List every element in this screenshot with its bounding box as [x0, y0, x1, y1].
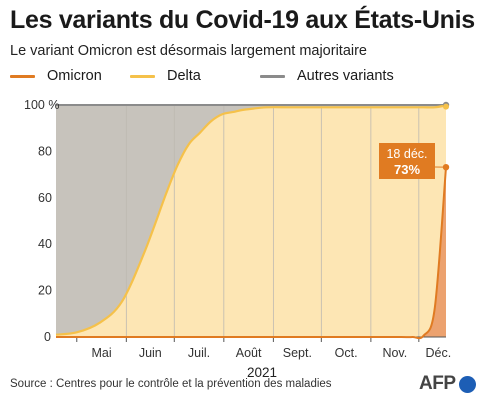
x-tick-label: Juil. [188, 346, 210, 360]
x-tick-label: Sept. [283, 346, 312, 360]
annotation-value: 73% [394, 162, 420, 177]
y-tick-label: 60 [38, 191, 52, 205]
x-tick-label: Déc. [425, 346, 451, 360]
omicron-point [442, 163, 450, 171]
delta-area [56, 105, 446, 339]
legend-item-delta: Delta [130, 68, 201, 84]
legend-swatch-omicron [10, 74, 35, 78]
afp-logo-globe-icon [458, 375, 476, 393]
legend-label-autres: Autres variants [297, 68, 394, 84]
y-tick-label: 100 % [24, 98, 59, 112]
chart-title: Les variants du Covid-19 aux États-Unis [10, 6, 475, 34]
afp-logo: AFP [419, 372, 476, 396]
delta-line [55, 104, 447, 336]
x-axis-label: 2021 [247, 365, 277, 380]
chart-subtitle: Le variant Omicron est désormais largeme… [10, 43, 367, 59]
legend-item-autres: Autres variants [260, 68, 394, 84]
y-tick-label: 40 [38, 237, 52, 251]
legend-swatch-delta [130, 74, 155, 78]
x-tick-label: Oct. [335, 346, 358, 360]
source-note: Source : Centres pour le contrôle et la … [10, 378, 332, 390]
legend-label-omicron: Omicron [47, 68, 102, 84]
legend-swatch-autres [260, 74, 285, 78]
annotation-date: 18 déc. [386, 147, 427, 161]
x-tick-label: Août [236, 346, 262, 360]
y-tick-label: 80 [38, 144, 52, 158]
omicron-line [55, 167, 447, 340]
legend-label-delta: Delta [167, 68, 201, 84]
y-tick-label: 0 [44, 330, 51, 344]
annotation-box [379, 143, 435, 179]
delta-point [443, 103, 449, 110]
autres-variants-area [56, 105, 446, 335]
legend-item-omicron: Omicron [10, 68, 102, 84]
y-tick-label: 20 [38, 284, 52, 298]
x-tick-label: Nov. [382, 346, 407, 360]
x-tick-label: Juin [139, 346, 162, 360]
afp-logo-text: AFP [419, 373, 456, 394]
x-tick-label: Mai [91, 346, 111, 360]
